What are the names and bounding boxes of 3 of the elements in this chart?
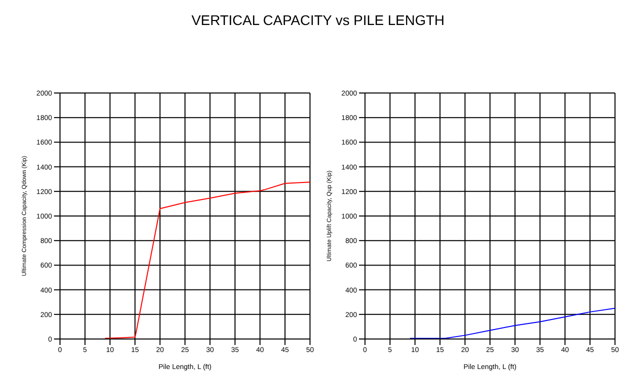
chart-title: VERTICAL CAPACITY vs PILE LENGTH [190,12,446,28]
line-series [104,182,310,339]
line-series [410,308,615,339]
